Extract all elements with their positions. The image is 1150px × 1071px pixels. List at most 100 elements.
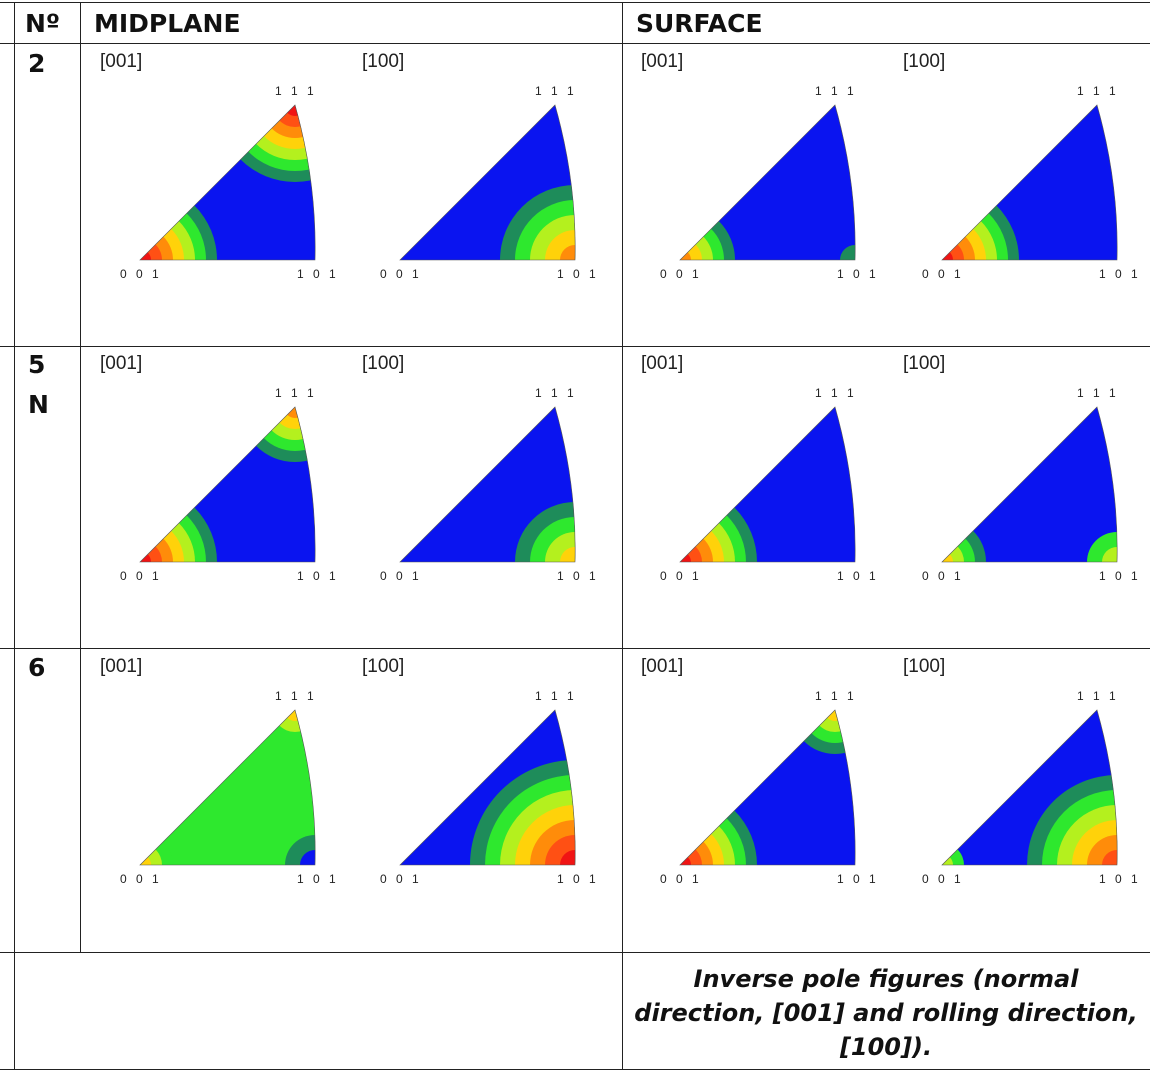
direction-label: [001]	[641, 353, 684, 374]
vertex-label-001: 0 0 1	[380, 872, 422, 886]
ipf-contour-101	[545, 230, 576, 260]
vertex-label-111: 1 1 1	[535, 689, 577, 703]
vertex-label-101: 1 0 1	[837, 267, 879, 281]
vertex-label-001: 0 0 1	[120, 267, 162, 281]
ipf-outline	[139, 709, 316, 866]
ipf-contour-101	[1102, 850, 1118, 865]
row-number: N	[28, 390, 49, 419]
direction-label: [100]	[903, 51, 946, 72]
vertex-label-001: 0 0 1	[380, 267, 422, 281]
ipf-contour-101	[530, 215, 576, 260]
ipf-contour-101	[545, 835, 576, 865]
vertex-label-111: 1 1 1	[275, 84, 317, 98]
figure-caption: Inverse pole figures (normal direction, …	[634, 965, 1138, 1061]
ipf-outline	[941, 709, 1118, 866]
vertex-label-111: 1 1 1	[815, 689, 857, 703]
direction-label: [100]	[362, 353, 405, 374]
ipf-outline	[139, 406, 316, 563]
ipf-outline	[399, 104, 576, 261]
vertex-label-101: 1 0 1	[297, 267, 339, 281]
ipf-contour-101	[1087, 532, 1118, 562]
vertex-label-001: 0 0 1	[120, 872, 162, 886]
direction-label: [100]	[362, 656, 405, 677]
ipf-triangle	[679, 104, 856, 261]
vertex-label-001: 0 0 1	[922, 872, 964, 886]
vertex-label-001: 0 0 1	[922, 569, 964, 583]
vertex-label-111: 1 1 1	[535, 84, 577, 98]
table-border-top	[0, 2, 1150, 3]
vertex-label-101: 1 0 1	[1099, 267, 1141, 281]
direction-label: [100]	[903, 656, 946, 677]
ipf-contour-101	[530, 517, 576, 562]
direction-label: [001]	[100, 353, 143, 374]
ipf-triangle	[399, 709, 576, 866]
ipf-contour-101	[560, 850, 576, 865]
header-rule	[0, 43, 1150, 44]
ipf-triangle	[679, 406, 856, 563]
ipf-contour-101	[530, 820, 576, 865]
row-number: 6	[28, 653, 46, 682]
vertex-label-101: 1 0 1	[837, 872, 879, 886]
vertex-label-001: 0 0 1	[380, 569, 422, 583]
ipf-contour-101	[560, 547, 576, 562]
vertex-label-111: 1 1 1	[275, 386, 317, 400]
direction-label: [001]	[641, 656, 684, 677]
ipf-triangle	[399, 406, 576, 563]
ipf-outline	[399, 709, 576, 866]
row-number: 5	[28, 350, 46, 379]
vertex-label-101: 1 0 1	[1099, 872, 1141, 886]
ipf-outline	[399, 406, 576, 563]
ipf-outline	[679, 406, 856, 563]
ipf-triangle	[139, 104, 316, 261]
ipf-contour-101	[560, 245, 576, 260]
vertex-label-101: 1 0 1	[297, 569, 339, 583]
vertex-label-001: 0 0 1	[660, 267, 702, 281]
vertex-label-101: 1 0 1	[557, 872, 599, 886]
direction-label: [100]	[362, 51, 405, 72]
vertex-label-101: 1 0 1	[837, 569, 879, 583]
vertex-label-101: 1 0 1	[557, 569, 599, 583]
ipf-contour-101	[1072, 820, 1118, 865]
direction-label: [001]	[100, 51, 143, 72]
direction-label: [100]	[903, 353, 946, 374]
vertex-label-101: 1 0 1	[297, 872, 339, 886]
ipf-triangle	[941, 406, 1118, 563]
vertex-label-111: 1 1 1	[1077, 84, 1119, 98]
table-border-left	[14, 2, 15, 1070]
ipf-outline	[679, 709, 856, 866]
row-rule-1	[0, 346, 1150, 347]
ipf-triangle	[139, 709, 316, 866]
ipf-triangle	[941, 709, 1118, 866]
vertex-label-111: 1 1 1	[815, 386, 857, 400]
ipf-outline	[139, 104, 316, 261]
ipf-outline	[941, 104, 1118, 261]
section-column-rule	[622, 2, 623, 1070]
vertex-label-001: 0 0 1	[660, 569, 702, 583]
header-surface: SURFACE	[636, 9, 763, 38]
vertex-label-001: 0 0 1	[120, 569, 162, 583]
ipf-contour-101	[545, 532, 576, 562]
direction-label: [001]	[100, 656, 143, 677]
ipf-triangle	[941, 104, 1118, 261]
vertex-label-101: 1 0 1	[1099, 569, 1141, 583]
direction-label: [001]	[641, 51, 684, 72]
vertex-label-111: 1 1 1	[815, 84, 857, 98]
ipf-triangle	[399, 104, 576, 261]
ipf-triangle	[679, 709, 856, 866]
number-column-rule	[80, 2, 81, 953]
row-rule-3	[0, 952, 1150, 953]
vertex-label-111: 1 1 1	[535, 386, 577, 400]
table-border-bottom	[0, 1069, 1150, 1070]
row-number: 2	[28, 49, 46, 78]
ipf-contour-101	[300, 850, 316, 865]
ipf-triangle	[139, 406, 316, 563]
ipf-contour-101	[285, 835, 316, 865]
header-number: Nº	[25, 9, 61, 38]
vertex-label-001: 0 0 1	[922, 267, 964, 281]
vertex-label-111: 1 1 1	[1077, 386, 1119, 400]
vertex-label-111: 1 1 1	[1077, 689, 1119, 703]
header-midplane: MIDPLANE	[94, 9, 241, 38]
vertex-label-111: 1 1 1	[275, 689, 317, 703]
ipf-outline	[679, 104, 856, 261]
ipf-contour-101	[1102, 547, 1118, 562]
